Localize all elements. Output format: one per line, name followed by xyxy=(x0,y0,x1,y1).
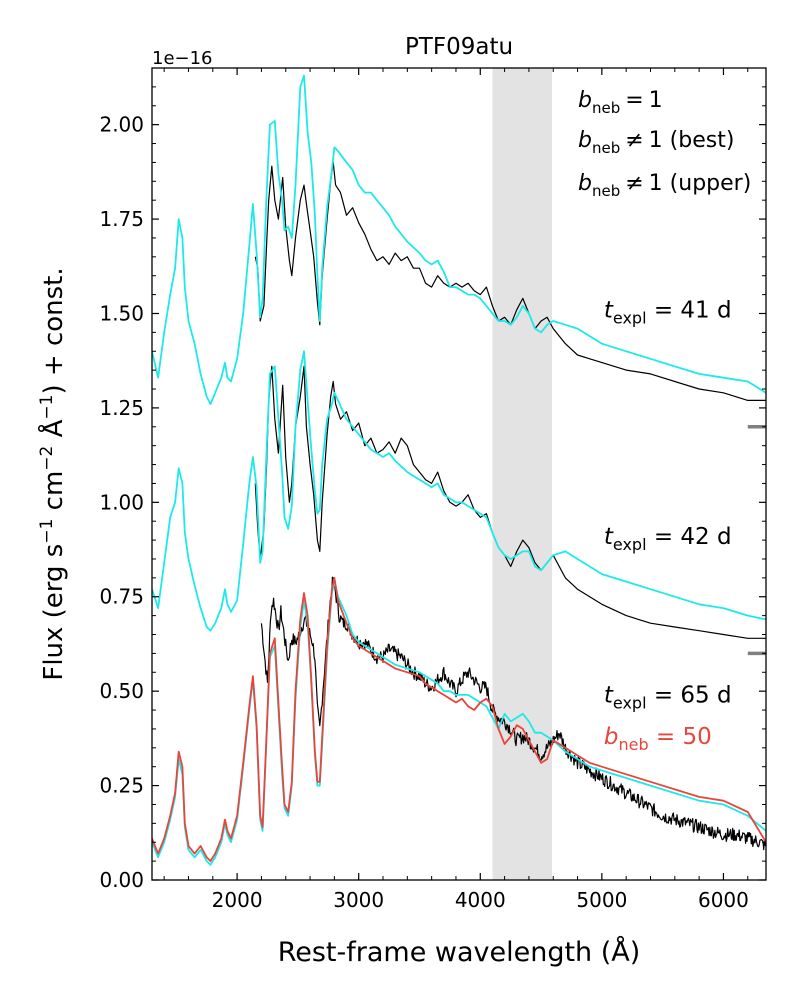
annotation-subscript: neb xyxy=(618,735,648,754)
y-axis-label-superscript: −1 xyxy=(37,395,57,420)
x-axis-label: Rest-frame wavelength (Å) xyxy=(278,936,641,968)
legend-entry: bneb ≠ 1 (best) xyxy=(578,128,734,157)
y-axis-label-part: ) + const. xyxy=(39,267,69,394)
curve-annotation: texpl = 41 d xyxy=(604,297,732,327)
series-layer xyxy=(152,74,766,866)
y-tick-label: 1.75 xyxy=(99,207,144,231)
legend-relation: = xyxy=(625,88,643,113)
x-tick-label: 6000 xyxy=(698,888,749,912)
curve-annotation: texpl = 42 d xyxy=(604,524,732,554)
y-tick-label: 0.50 xyxy=(99,679,144,703)
legend-subscript: neb xyxy=(592,139,620,157)
y-axis-label: Flux (erg s−1 cm−2 Å−1) + const. xyxy=(37,267,69,680)
curve-annotation: texpl = 65 d xyxy=(604,682,732,712)
chart-title: PTF09atu xyxy=(405,34,513,60)
annotation-text: = 41 d xyxy=(647,297,732,323)
y-axis-label-part: Flux (erg s xyxy=(39,544,69,681)
shaded-band-layer xyxy=(492,68,553,880)
legend: bneb = 1 bneb ≠ 1 (best) bneb ≠ 1 (upper) xyxy=(578,88,751,200)
x-tick-label: 3000 xyxy=(333,888,384,912)
annotation-subscript: expl xyxy=(613,535,647,554)
plot-frame xyxy=(151,67,767,881)
legend-suffix: 1 (upper) xyxy=(649,171,752,196)
tick-layer: 2000 3000 4000 5000 6000 0.00 0.25 0.50 0.75 1.00… xyxy=(99,68,766,912)
y-tick-label: 1.25 xyxy=(99,396,144,420)
legend-suffix: 1 (best) xyxy=(649,128,735,153)
y-axis-label-part: cm xyxy=(39,471,69,519)
annotation-symbol: t xyxy=(604,682,614,708)
annotation-subscript: expl xyxy=(613,308,647,327)
annotation-subscript: expl xyxy=(613,693,647,712)
legend-symbol: b xyxy=(578,128,592,153)
y-tick-label: 1.50 xyxy=(99,301,144,325)
y-offset-label: 1e−16 xyxy=(152,48,213,69)
legend-entry: bneb = 1 xyxy=(578,88,663,117)
legend-entry: bneb ≠ 1 (upper) xyxy=(578,171,751,200)
annotation-text: = 65 d xyxy=(647,682,732,708)
y-tick-label: 0.00 xyxy=(99,868,144,892)
x-tick-label: 5000 xyxy=(576,888,627,912)
series-line xyxy=(254,161,766,401)
annotation-text: = 42 d xyxy=(647,524,732,550)
annotation-symbol: b xyxy=(604,724,619,750)
x-tick-label: 4000 xyxy=(455,888,506,912)
legend-subscript: neb xyxy=(592,99,620,117)
series-line xyxy=(260,576,766,851)
x-tick-label: 2000 xyxy=(212,888,263,912)
annotation-symbol: t xyxy=(604,524,614,550)
y-axis-label-superscript: −2 xyxy=(37,446,57,471)
y-tick-label: 1.00 xyxy=(99,490,144,514)
annotation-symbol: t xyxy=(604,297,614,323)
legend-subscript: neb xyxy=(592,182,620,200)
annotation-text: = 50 xyxy=(649,724,712,750)
legend-symbol: b xyxy=(578,88,592,113)
curve-annotation: bneb = 50 xyxy=(604,724,712,754)
legend-relation: ≠ xyxy=(625,128,643,153)
series-line xyxy=(152,74,766,405)
y-axis-label-superscript: −1 xyxy=(37,519,57,544)
series-line xyxy=(152,577,766,862)
series-line xyxy=(152,350,766,632)
legend-suffix: 1 xyxy=(649,88,663,113)
y-axis-label-part: Å xyxy=(37,419,69,445)
y-tick-label: 0.25 xyxy=(99,774,144,798)
shaded-wavelength-band xyxy=(492,68,553,880)
y-tick-label: 0.75 xyxy=(99,585,144,609)
legend-symbol: b xyxy=(578,171,592,196)
legend-relation: ≠ xyxy=(625,171,643,196)
y-tick-label: 2.00 xyxy=(99,113,144,137)
